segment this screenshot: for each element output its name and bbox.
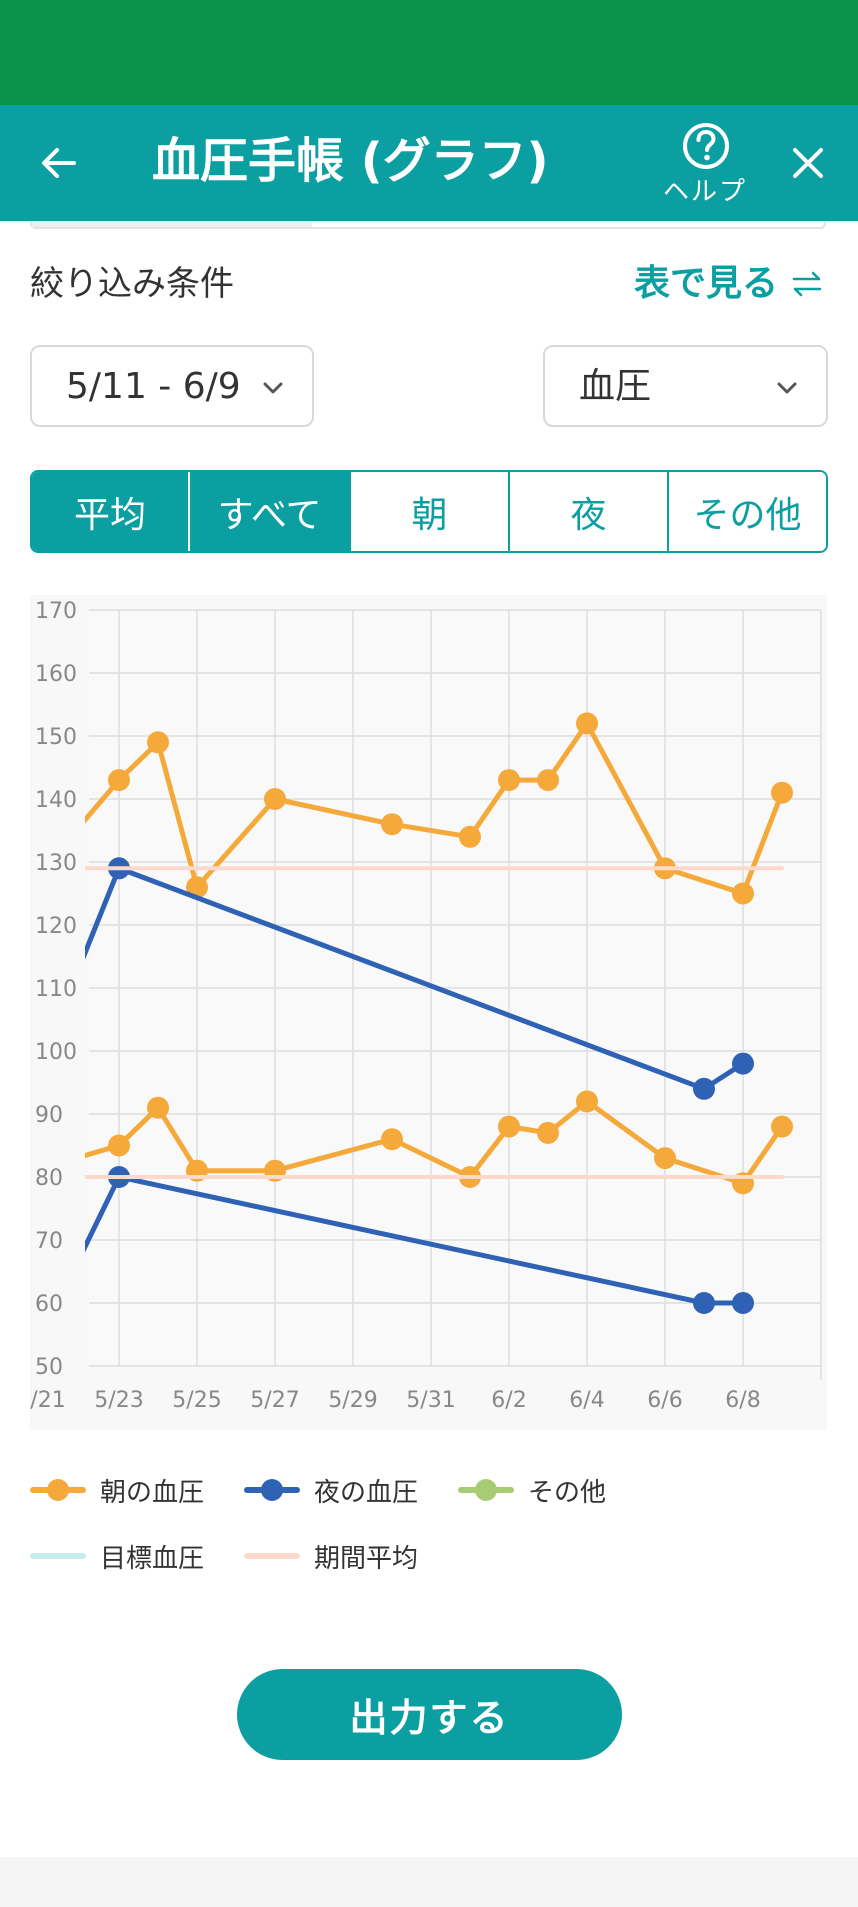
data-type-select[interactable]: 血圧 [543,345,828,427]
y-tick-label: 160 [35,662,77,687]
legend-marker [30,1470,86,1510]
legend-item-target: 目標血圧 [30,1536,204,1576]
legend-item-period-average: 期間平均 [244,1536,418,1576]
bottom-bar [0,1857,858,1907]
legend-marker [244,1470,300,1510]
data-point [537,769,559,792]
legend-item-night: 夜の血圧 [244,1470,418,1510]
data-point [771,1115,793,1138]
data-point [459,825,481,848]
time-filter-segments: 平均 すべて 朝 夜 その他 [30,470,828,553]
data-point [381,813,403,836]
legend-label: 目標血圧 [100,1543,205,1574]
data-point [537,1121,559,1144]
chevron-down-icon [263,382,283,394]
swap-arrows-icon [792,271,822,297]
x-tick-label: 5/27 [250,1388,299,1413]
legend-marker [244,1536,300,1576]
segment-morning[interactable]: 朝 [351,472,510,551]
segment-average[interactable]: 平均 [32,472,190,551]
x-tick-label: 6/4 [569,1388,604,1413]
y-tick-label: 60 [35,1292,63,1317]
view-as-table-link[interactable]: 表で見る [634,260,822,308]
y-tick-label: 90 [35,1103,63,1128]
data-point [732,1292,754,1314]
legend-item-other: その他 [458,1470,606,1510]
x-tick-label: 5/29 [328,1388,377,1413]
legend-marker [458,1470,514,1510]
x-tick-label: 6/6 [647,1388,682,1413]
data-point [732,882,754,905]
y-tick-label: 170 [35,599,77,624]
app-header: 血圧手帳 (グラフ) ヘルプ [0,105,858,221]
y-tick-label: 120 [35,914,77,939]
data-point [576,1090,598,1113]
status-bar [0,0,858,105]
close-icon [793,148,823,178]
legend-label: 朝の血圧 [100,1477,205,1508]
close-button[interactable] [780,135,836,191]
blood-pressure-chart: 50 60 70 80 90 100 110 120 130 140 150 160 170 5/21 5/… [30,595,827,1430]
y-tick-label: 70 [35,1229,63,1254]
data-type-value: 血圧 [579,366,652,407]
data-point [693,1292,715,1314]
y-tick-label: 50 [35,1355,63,1380]
data-point [576,712,598,735]
data-point [186,876,208,899]
back-button[interactable] [30,135,86,191]
blood-pressure-chart-svg: 50 60 70 80 90 100 110 120 130 140 150 160 170 5/21 5/… [30,599,822,1413]
y-tick-label: 110 [35,977,77,1002]
x-tick-label: 5/25 [172,1388,221,1413]
x-tick-label: 5/21 [30,1388,66,1413]
legend-label: 夜の血圧 [314,1477,419,1508]
arrow-left-icon [42,148,76,178]
view-tab-active[interactable] [32,221,312,227]
y-tick-label: 140 [35,788,77,813]
data-point [381,1128,403,1151]
chart-legend: 朝の血圧 夜の血圧 その他 目標血圧 期間平均 [30,1470,830,1590]
legend-marker [30,1536,86,1576]
data-point [108,1134,130,1157]
view-as-table-label: 表で見る [634,263,779,304]
data-point [264,788,286,810]
data-point [771,781,793,804]
date-range-value: 5/11 - 6/9 [66,366,241,407]
data-point [108,769,130,792]
x-tick-label: 5/23 [94,1388,143,1413]
export-button[interactable]: 出力する [237,1669,622,1760]
x-tick-label: 6/2 [491,1388,526,1413]
segment-night[interactable]: 夜 [510,472,669,551]
series-line [85,1174,746,1306]
filter-label: 絞り込み条件 [30,264,234,304]
y-tick-label: 130 [35,851,77,876]
segment-all[interactable]: すべて [190,472,351,551]
data-point [693,1077,715,1100]
page-title: 血圧手帳 (グラフ) [152,133,549,189]
series-group [85,712,793,1314]
x-tick-label: 6/8 [725,1388,760,1413]
help-label: ヘルプ [662,177,747,207]
x-tick-label: 5/31 [406,1388,455,1413]
data-point [654,1147,676,1170]
data-point [732,1052,754,1075]
date-range-select[interactable]: 5/11 - 6/9 [30,345,314,427]
legend-label: 期間平均 [314,1543,419,1574]
y-tick-label: 100 [35,1040,77,1065]
legend-item-morning: 朝の血圧 [30,1470,204,1510]
y-tick-label: 150 [35,725,77,750]
data-point [147,731,169,754]
series-line [85,865,746,1092]
view-tabs [30,221,826,229]
question-circle-icon [683,123,729,169]
y-tick-label: 80 [35,1166,63,1191]
data-point [147,1096,169,1119]
legend-label: その他 [528,1477,607,1508]
help-button[interactable]: ヘルプ [650,117,760,217]
data-point [498,1115,520,1138]
data-point [498,769,520,792]
chevron-down-icon [777,382,797,394]
segment-other[interactable]: その他 [669,472,826,551]
